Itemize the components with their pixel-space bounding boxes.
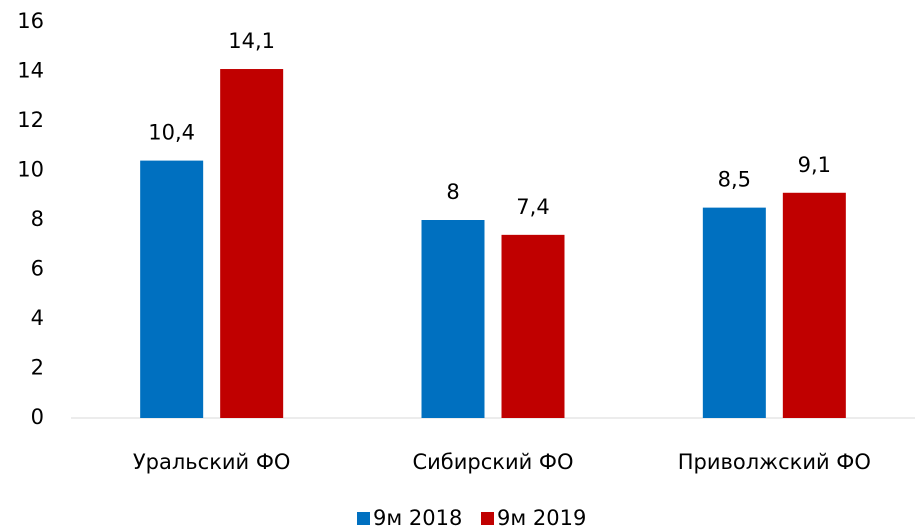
y-tick-label: 16 [17, 9, 44, 33]
bar [140, 160, 204, 418]
legend-label: 9м 2019 [497, 506, 586, 530]
y-tick-label: 8 [31, 207, 44, 231]
bar [702, 207, 766, 418]
legend-label: 9м 2018 [373, 506, 462, 530]
y-tick-label: 6 [31, 257, 44, 281]
value-label: 10,4 [148, 121, 195, 145]
bar [782, 192, 846, 418]
x-tick-label: Сибирский ФО [412, 450, 573, 474]
y-tick-label: 0 [31, 405, 44, 429]
bar [220, 69, 284, 419]
legend-swatch [357, 512, 370, 525]
y-tick-label: 12 [17, 108, 44, 132]
x-tick-label: Уральский ФО [133, 450, 291, 474]
y-tick-label: 4 [31, 306, 44, 330]
value-label: 9,1 [798, 153, 831, 177]
value-label: 14,1 [228, 29, 275, 53]
y-tick-label: 2 [31, 356, 44, 380]
y-tick-label: 10 [17, 158, 44, 182]
y-tick-label: 14 [17, 59, 44, 83]
value-label: 8 [446, 180, 459, 204]
x-tick-label: Приволжский ФО [678, 450, 871, 474]
legend-swatch [481, 512, 494, 525]
bar [501, 234, 565, 418]
value-label: 8,5 [718, 168, 751, 192]
bar [421, 220, 485, 418]
value-label: 7,4 [516, 195, 549, 219]
